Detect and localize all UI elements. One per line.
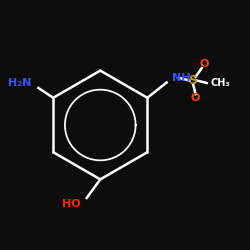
Text: H₂N: H₂N [8,78,31,88]
Text: NH: NH [172,73,191,83]
Text: S: S [188,74,198,87]
Text: O: O [200,60,209,70]
Text: CH₃: CH₃ [210,78,230,88]
Text: HO: HO [62,199,80,209]
Text: O: O [191,93,200,103]
